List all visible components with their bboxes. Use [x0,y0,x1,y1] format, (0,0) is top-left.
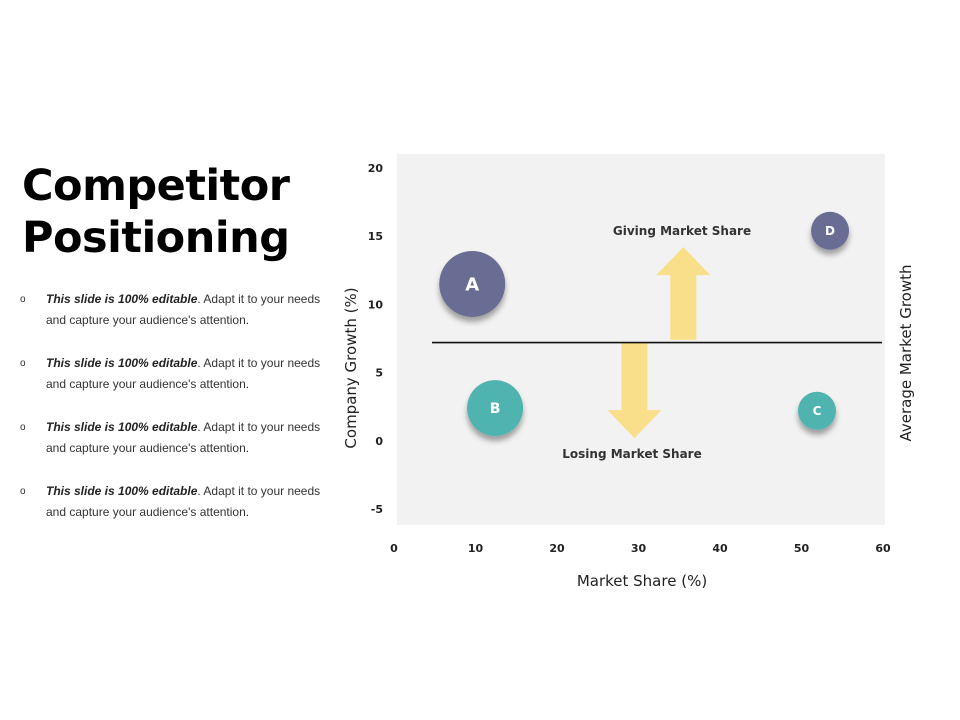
bullet-list: o This slide is 100% editable. Adapt it … [20,289,330,545]
y-tick-label: -5 [371,503,383,516]
bubble-a [439,250,506,317]
list-item: o This slide is 100% editable. Adapt it … [20,353,330,395]
x-tick-label: 10 [468,542,484,555]
x-tick-label: 60 [875,542,891,555]
bubble-label-b: B [490,401,501,417]
bubble-d [811,211,850,250]
bullet-text: . Adapt it to your needs and capture you… [46,356,321,391]
bullet-text: . Adapt it to your needs and capture you… [46,420,321,455]
bubble-label-a: A [465,274,479,295]
x-tick-label: 30 [631,542,647,555]
bullet-bold-text: This slide is 100% editable [46,356,198,370]
y-tick-label: 20 [368,162,384,175]
right-axis-label: Average Market Growth [897,265,915,442]
annotation-losing-label: Losing Market Share [562,447,701,461]
y-tick-label: 10 [368,298,384,311]
slide-title: Competitor Positioning [22,160,290,264]
bubble-c [797,391,836,430]
bullet-text: . Adapt it to your needs and capture you… [46,484,321,519]
bullet-text: . Adapt it to your needs and capture you… [46,292,321,327]
bullet-bold-text: This slide is 100% editable [46,484,198,498]
list-item: o This slide is 100% editable. Adapt it … [20,417,330,459]
y-tick-label: 15 [368,230,383,243]
bubble-label-d: D [825,224,835,238]
arrow-down [607,342,662,439]
x-tick-label: 0 [390,542,398,555]
y-tick-label: 0 [375,435,383,448]
y-axis-label: Company Growth (%) [342,287,360,448]
title-line-1: Competitor [22,161,290,211]
annotation-giving-label: Giving Market Share [613,224,751,238]
y-tick-label: 5 [375,367,383,380]
bubble-b [467,380,524,437]
bullet-marker: o [20,486,26,497]
x-tick-label: 50 [794,542,810,555]
bullet-marker: o [20,358,26,369]
x-tick-label: 20 [549,542,565,555]
bullet-bold-text: This slide is 100% editable [46,420,198,434]
x-tick-label: 40 [712,542,728,555]
title-line-2: Positioning [22,213,290,263]
bubble-label-c: C [813,404,822,418]
list-item: o This slide is 100% editable. Adapt it … [20,481,330,523]
bullet-marker: o [20,422,26,433]
plot-area [397,154,885,525]
bullet-bold-text: This slide is 100% editable [46,292,198,306]
bullet-marker: o [20,294,26,305]
arrow-up [656,247,711,340]
list-item: o This slide is 100% editable. Adapt it … [20,289,330,331]
x-axis-label: Market Share (%) [577,572,707,590]
